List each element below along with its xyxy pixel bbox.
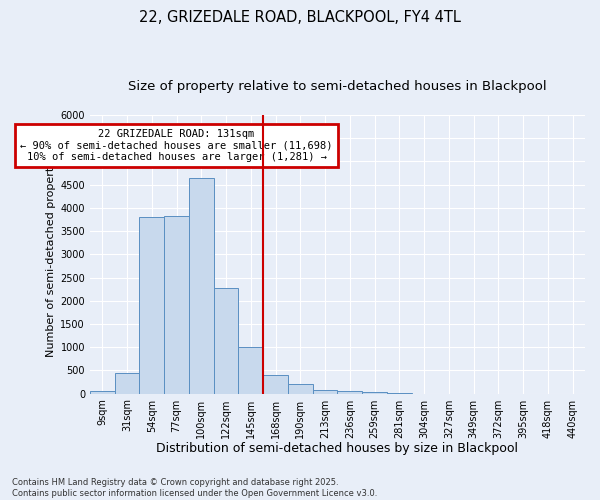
Bar (288, 384, 313, 394)
Bar (90, 392, 115, 394)
Bar (337, 390, 362, 394)
Bar (362, 392, 387, 394)
Bar (189, 178, 214, 394)
Bar (313, 390, 337, 394)
Text: 22, GRIZEDALE ROAD, BLACKPOOL, FY4 4TL: 22, GRIZEDALE ROAD, BLACKPOOL, FY4 4TL (139, 10, 461, 25)
Bar (164, 216, 189, 394)
Bar (263, 376, 288, 394)
X-axis label: Distribution of semi-detached houses by size in Blackpool: Distribution of semi-detached houses by … (157, 442, 518, 455)
Y-axis label: Number of semi-detached properties: Number of semi-detached properties (46, 152, 56, 358)
Bar (115, 372, 139, 394)
Bar (238, 346, 263, 394)
Bar (139, 217, 164, 394)
Bar (214, 288, 238, 394)
Text: Contains HM Land Registry data © Crown copyright and database right 2025.
Contai: Contains HM Land Registry data © Crown c… (12, 478, 377, 498)
Text: 22 GRIZEDALE ROAD: 131sqm
← 90% of semi-detached houses are smaller (11,698)
10%: 22 GRIZEDALE ROAD: 131sqm ← 90% of semi-… (20, 129, 333, 162)
Title: Size of property relative to semi-detached houses in Blackpool: Size of property relative to semi-detach… (128, 80, 547, 93)
